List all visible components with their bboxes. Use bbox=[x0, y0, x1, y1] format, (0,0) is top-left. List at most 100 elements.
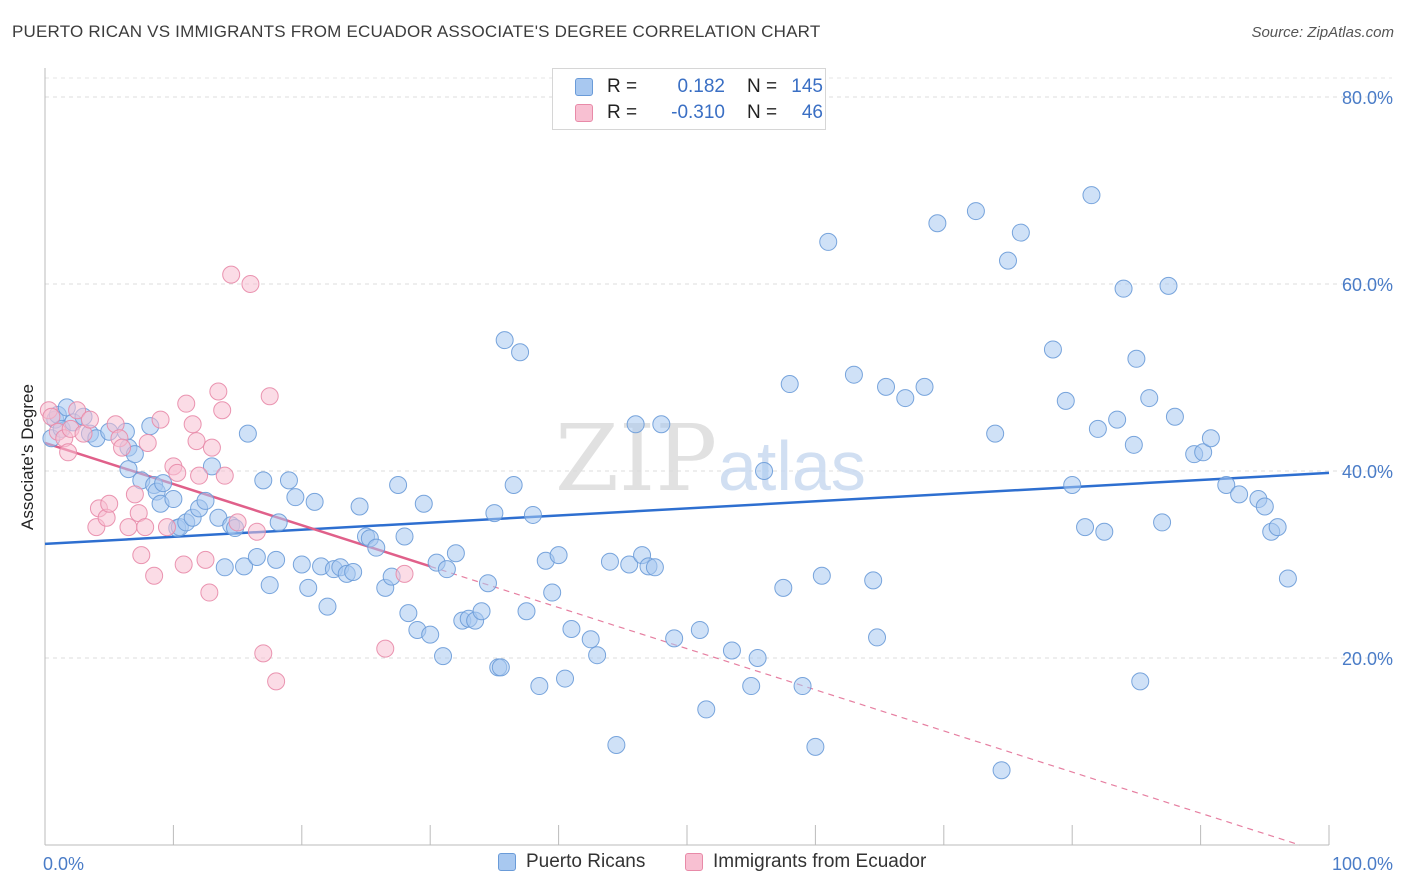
puerto-rican-point bbox=[812, 566, 831, 585]
puerto-rican-point bbox=[344, 562, 363, 581]
puerto-rican-point bbox=[1082, 186, 1101, 205]
puerto-rican-point bbox=[844, 365, 863, 384]
n-value: 46 bbox=[801, 102, 823, 123]
puerto-rican-point bbox=[928, 214, 947, 233]
puerto-rican-point bbox=[645, 558, 664, 577]
puerto-rican-point bbox=[1159, 276, 1178, 295]
puerto-rican-point bbox=[269, 513, 288, 532]
ecuador-point bbox=[190, 466, 209, 485]
n-label: N = bbox=[747, 102, 778, 123]
ecuador-point bbox=[59, 443, 78, 462]
puerto-rican-point bbox=[517, 602, 536, 621]
puerto-rican-point bbox=[478, 574, 497, 593]
puerto-rican-point bbox=[1127, 349, 1146, 368]
puerto-rican-point bbox=[1076, 518, 1095, 537]
puerto-rican-point bbox=[877, 377, 896, 396]
puerto-rican-point bbox=[279, 471, 298, 490]
puerto-rican-point bbox=[1268, 518, 1287, 537]
puerto-rican-point bbox=[286, 488, 305, 507]
ecuador-point bbox=[100, 494, 119, 513]
puerto-rican-point bbox=[504, 476, 523, 495]
puerto-rican-point bbox=[414, 494, 433, 513]
puerto-rican-point bbox=[774, 578, 793, 597]
r-label: R = bbox=[607, 76, 638, 97]
puerto-rican-point bbox=[495, 331, 514, 350]
ecuador-point bbox=[187, 432, 206, 451]
puerto-rican-point bbox=[202, 457, 221, 476]
ecuador-point bbox=[145, 566, 164, 585]
bottom-legend-ecuador: Immigrants from Ecuador bbox=[685, 851, 926, 873]
puerto-rican-point bbox=[395, 527, 414, 546]
ecuador-point bbox=[254, 644, 273, 663]
puerto-rican-point bbox=[620, 555, 639, 574]
puerto-rican-point bbox=[523, 505, 542, 524]
bottom-legend-label: Puerto Ricans bbox=[526, 851, 646, 872]
tick-labels: 20.0% 40.0% 60.0% 80.0% 0.0% 100.0% bbox=[43, 88, 1393, 874]
puerto-rican-point bbox=[549, 546, 568, 565]
puerto-rican-point bbox=[665, 629, 684, 648]
ecuador-point bbox=[222, 265, 241, 284]
puerto-rican-point bbox=[607, 735, 626, 754]
ecuador-point bbox=[168, 463, 187, 482]
puerto-rican-point bbox=[1165, 407, 1184, 426]
puerto-rican-point bbox=[722, 641, 741, 660]
puerto-rican-point bbox=[966, 202, 985, 221]
puerto-rican-point bbox=[896, 389, 915, 408]
puerto-rican-point bbox=[1278, 569, 1297, 588]
puerto-rican-point bbox=[238, 424, 257, 443]
ecuador-point bbox=[213, 401, 232, 420]
puerto-rican-point bbox=[305, 492, 324, 511]
puerto-rican-point bbox=[389, 476, 408, 495]
ecuador-point bbox=[183, 415, 202, 434]
puerto-rican-point bbox=[588, 646, 607, 665]
puerto-rican-point bbox=[1255, 497, 1274, 516]
n-value: 145 bbox=[791, 76, 823, 97]
r-value: 0.182 bbox=[677, 76, 725, 97]
puerto-rican-point bbox=[235, 557, 254, 576]
n-label: N = bbox=[747, 76, 778, 97]
puerto-rican-point bbox=[1230, 485, 1249, 504]
data-points bbox=[39, 186, 1297, 780]
bottom-legend-swatch-blue bbox=[498, 853, 516, 871]
puerto-rican-point bbox=[1095, 522, 1114, 541]
puerto-rican-point bbox=[260, 576, 279, 595]
watermark-atlas: atlas bbox=[718, 427, 866, 505]
puerto-rican-point bbox=[164, 490, 183, 509]
y-tick-label: 60.0% bbox=[1342, 275, 1393, 295]
ecuador-point bbox=[136, 518, 155, 537]
puerto-rican-point bbox=[437, 560, 456, 579]
ecuador-point bbox=[138, 433, 157, 452]
puerto-rican-point bbox=[1153, 513, 1172, 532]
puerto-rican-point bbox=[1140, 389, 1159, 408]
puerto-rican-point bbox=[1114, 279, 1133, 298]
puerto-rican-point bbox=[299, 578, 318, 597]
ecuador-point bbox=[228, 513, 247, 532]
correlation-legend: R = 0.182 N = 145 R = -0.310 N = 46 bbox=[552, 68, 826, 130]
axes bbox=[44, 68, 1330, 846]
puerto-rican-point bbox=[793, 677, 812, 696]
puerto-rican-point bbox=[999, 251, 1017, 270]
puerto-rican-point bbox=[742, 677, 761, 696]
puerto-rican-point bbox=[868, 628, 887, 647]
puerto-rican-point bbox=[1217, 476, 1236, 495]
puerto-rican-point bbox=[1108, 410, 1127, 429]
puerto-rican-point bbox=[864, 571, 883, 590]
puerto-rican-point bbox=[1201, 429, 1220, 448]
puerto-rican-point bbox=[600, 552, 619, 571]
puerto-rican-point bbox=[530, 677, 549, 696]
puerto-rican-point bbox=[421, 625, 440, 644]
puerto-rican-point bbox=[399, 604, 418, 623]
x-tick-label: 100.0% bbox=[1332, 854, 1393, 874]
puerto-rican-point bbox=[247, 548, 266, 567]
puerto-rican-point bbox=[1063, 476, 1082, 495]
puerto-rican-point bbox=[652, 415, 671, 434]
ecuador-point bbox=[177, 394, 196, 413]
ecuador-point bbox=[151, 410, 170, 429]
puerto-rican-point bbox=[350, 497, 369, 516]
puerto-rican-point bbox=[806, 737, 825, 756]
ecuador-point bbox=[196, 550, 215, 569]
puerto-rican-point bbox=[267, 550, 286, 569]
legend-row-puerto-ricans: R = 0.182 N = 145 bbox=[575, 74, 823, 100]
puerto-rican-point bbox=[1124, 435, 1143, 454]
ecuador-point bbox=[267, 672, 286, 691]
